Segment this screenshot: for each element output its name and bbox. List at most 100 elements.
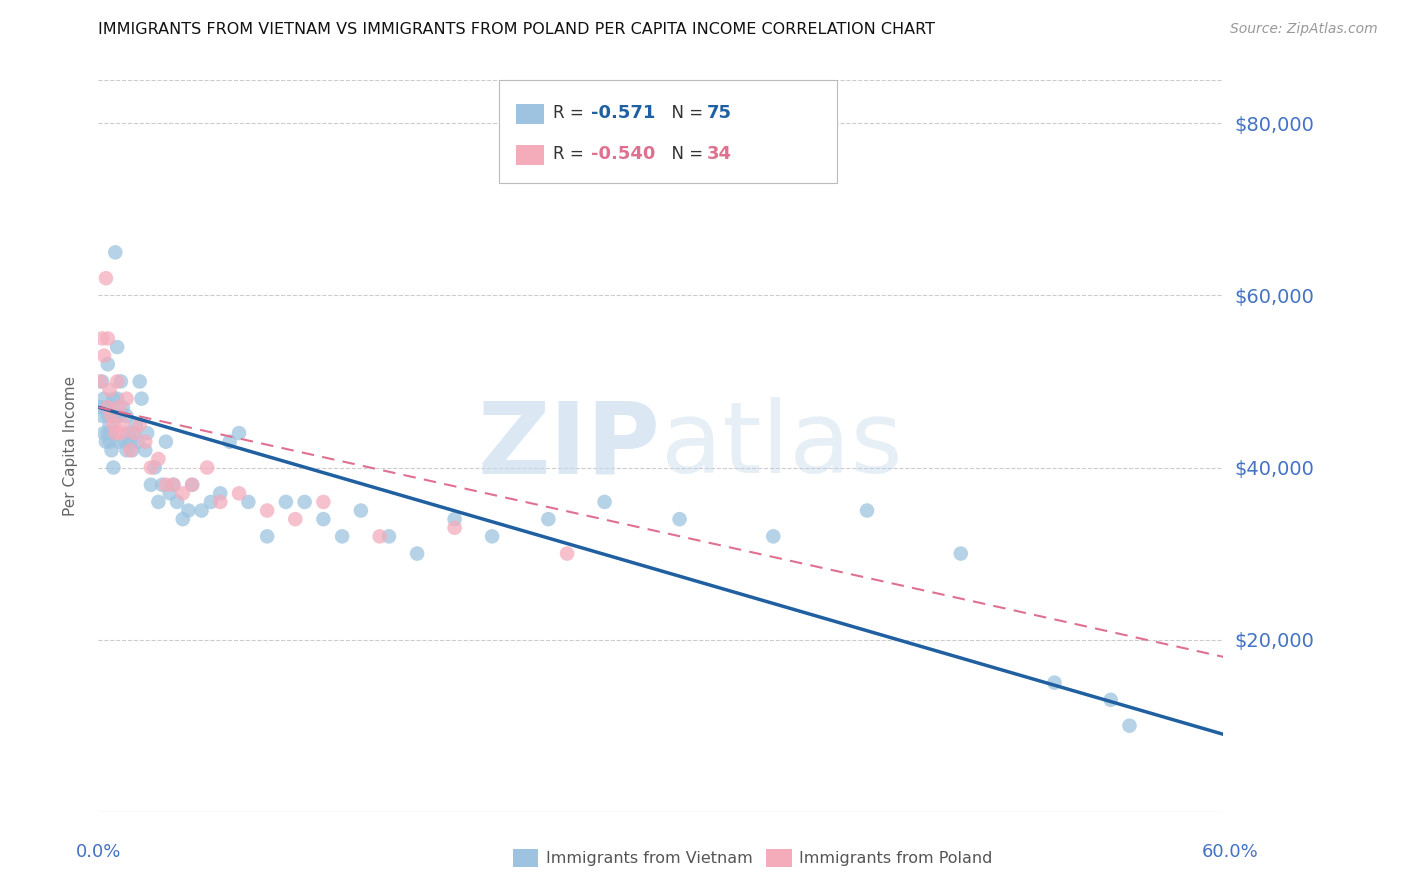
Point [105,375,128,389]
Point [1099,693,1122,707]
Point [172,486,194,500]
Point [228,486,250,500]
Text: N =: N = [661,145,709,163]
Point [1118,719,1140,733]
Point [120,443,142,458]
Text: Immigrants from Poland: Immigrants from Poland [799,851,993,865]
Point [98,401,121,415]
Point [195,460,218,475]
Point [120,434,142,449]
Point [406,547,429,561]
Text: 34: 34 [707,145,733,163]
Point [89,375,111,389]
Point [593,495,616,509]
Text: IMMIGRANTS FROM VIETNAM VS IMMIGRANTS FROM POLAND PER CAPITA INCOME CORRELATION : IMMIGRANTS FROM VIETNAM VS IMMIGRANTS FR… [98,22,935,37]
Point [117,426,139,441]
Point [91,375,114,389]
Point [155,477,177,491]
Point [294,495,316,509]
Point [148,495,170,509]
Point [94,401,117,415]
Point [555,547,578,561]
Point [209,495,232,509]
Point [115,443,138,458]
Text: atlas: atlas [661,398,903,494]
Point [108,401,131,415]
Text: -0.540: -0.540 [591,145,655,163]
Point [190,503,212,517]
Point [537,512,560,526]
Text: Immigrants from Vietnam: Immigrants from Vietnam [546,851,752,865]
Point [110,375,132,389]
Point [114,434,136,449]
Point [93,392,115,406]
Point [949,547,972,561]
Point [150,477,173,491]
Point [100,409,122,423]
Point [122,426,145,441]
Point [110,426,132,441]
Point [128,375,150,389]
Point [177,503,200,517]
Point [94,434,117,449]
Point [97,357,120,371]
Point [228,426,250,441]
Point [111,401,134,415]
Point [762,529,785,543]
Point [97,331,120,345]
Point [181,477,204,491]
Point [162,477,184,491]
Point [136,426,159,441]
Text: R =: R = [553,104,589,122]
Point [94,271,117,285]
Point [172,512,194,526]
Point [103,417,125,432]
Point [274,495,297,509]
Text: Source: ZipAtlas.com: Source: ZipAtlas.com [1230,22,1378,37]
Point [91,409,114,423]
Point [256,503,278,517]
Y-axis label: Per Capita Income: Per Capita Income [63,376,77,516]
Point [128,417,150,432]
Point [139,460,162,475]
Text: N =: N = [661,104,709,122]
Point [98,417,121,432]
Point [108,434,131,449]
Point [98,434,121,449]
Point [159,486,181,500]
Point [104,245,127,260]
Point [122,426,145,441]
Point [103,392,125,406]
Text: 0.0%: 0.0% [76,843,121,861]
Point [97,401,120,415]
Point [93,349,115,363]
Point [378,529,401,543]
Point [103,460,125,475]
Point [105,392,128,406]
Point [238,495,260,509]
Point [93,426,115,441]
Text: ZIP: ZIP [478,398,661,494]
Point [155,434,177,449]
Point [284,512,307,526]
Point [131,392,153,406]
Point [312,512,335,526]
Point [856,503,879,517]
Point [111,417,134,432]
Point [148,451,170,466]
Point [104,426,127,441]
Point [330,529,353,543]
Point [443,512,465,526]
Text: -0.571: -0.571 [591,104,655,122]
Point [127,434,149,449]
Point [91,331,114,345]
Point [668,512,690,526]
Point [115,409,138,423]
Point [200,495,222,509]
Point [108,409,131,423]
Text: R =: R = [553,145,589,163]
Point [104,409,127,423]
Text: 60.0%: 60.0% [1202,843,1258,861]
Point [97,409,120,423]
Point [89,401,111,415]
